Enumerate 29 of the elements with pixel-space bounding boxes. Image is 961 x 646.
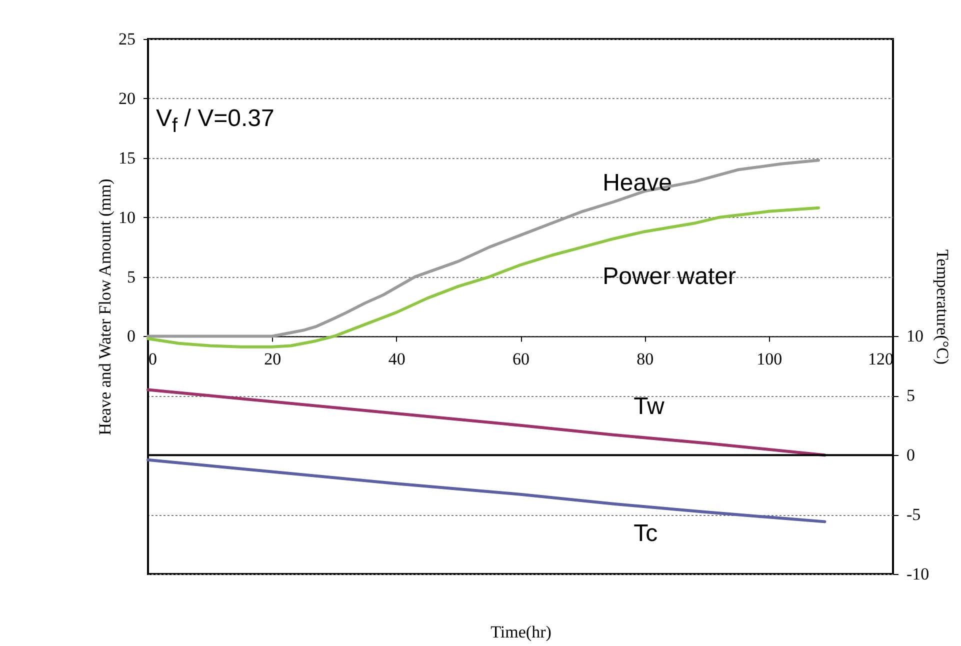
y-tick-label: 25 [118,30,136,48]
x-tick-label: 60 [512,350,530,369]
x-tick-label: 40 [388,350,406,369]
x-tick-label: 20 [264,350,282,369]
y-tick-label: 10 [118,208,136,227]
y2-tick-label: 5 [906,386,915,406]
y-tick-label: 0 [127,326,136,346]
x-tick-label: 80 [636,350,654,369]
y-tick-label: 15 [118,148,136,168]
line-series [146,158,820,338]
y-tick-label: 20 [118,88,136,108]
x-axis-title: Time(hr) [490,622,552,642]
annotation: V$_{f}$ / V=0.37 [156,105,274,138]
line-series [146,206,820,348]
series-label: Tw [634,392,665,420]
y-axis-title: Heave and Water Flow Amount (mm) [96,178,114,436]
y2-tick-label: -10 [906,564,930,584]
y2-tick-label: 0 [906,446,915,465]
series-label: Heave [602,169,672,196]
series-label: Tc [634,520,658,547]
y-tick-label: 5 [127,267,136,286]
series-label: Power water [602,263,736,290]
y2-axis-title: Temperature(°C) [933,249,952,365]
y2-tick-label: -5 [906,505,921,524]
y2-tick-label: 10 [906,326,924,346]
x-tick-label: 100 [756,350,782,369]
x-tick-label: 0 [148,350,157,369]
line-series [146,388,826,457]
line-series [146,458,826,524]
